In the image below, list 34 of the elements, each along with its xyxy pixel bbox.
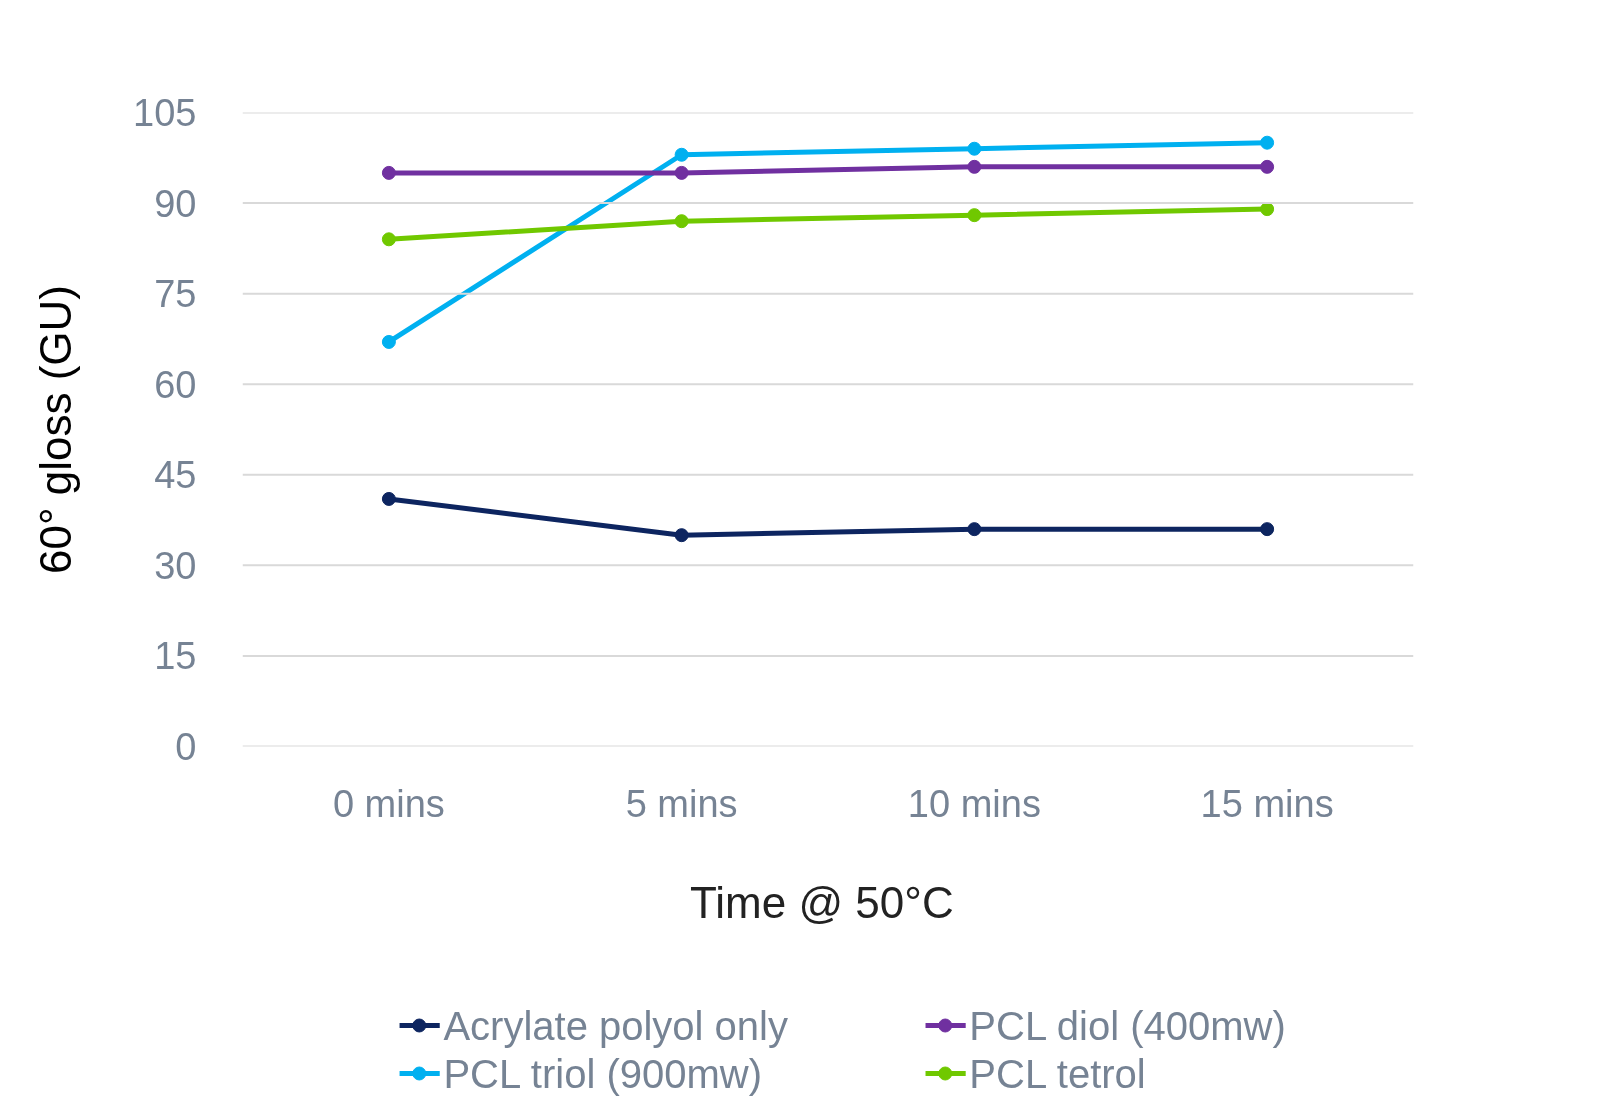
point xyxy=(381,334,396,349)
point xyxy=(967,208,982,223)
point xyxy=(674,165,689,180)
point xyxy=(381,232,396,247)
y-tick-label: 90 xyxy=(154,182,197,225)
y-tick-label: 15 xyxy=(154,635,197,678)
point xyxy=(1260,159,1275,174)
y-tick-label: 45 xyxy=(154,454,197,497)
y-axis-title: 60° gloss (GU) xyxy=(31,284,81,574)
y-tick-label: 105 xyxy=(133,92,197,134)
point xyxy=(674,214,689,229)
legend-label: PCL tetrol xyxy=(969,1051,1146,1096)
x-axis-title: Time @ 50°C xyxy=(690,877,954,927)
y-tick-label: 60 xyxy=(154,363,197,406)
legend-label: Acrylate polyol only xyxy=(443,1003,788,1048)
point xyxy=(381,491,396,506)
point xyxy=(967,141,982,156)
point xyxy=(967,159,982,174)
point xyxy=(674,528,689,543)
point xyxy=(674,147,689,162)
x-tick-label: 10 mins xyxy=(907,782,1041,825)
legend-label: PCL diol (400mw) xyxy=(969,1003,1286,1048)
point xyxy=(967,522,982,537)
y-tick-label: 75 xyxy=(154,273,197,316)
point xyxy=(381,165,396,180)
x-tick-label: 0 mins xyxy=(332,782,445,825)
point xyxy=(1260,135,1275,150)
point xyxy=(1260,522,1275,537)
y-tick-label: 30 xyxy=(154,544,197,587)
legend-label: PCL triol (900mw) xyxy=(443,1051,762,1096)
point xyxy=(1260,202,1275,217)
x-tick-label: 15 mins xyxy=(1200,782,1334,825)
y-tick-label: 0 xyxy=(175,726,197,768)
x-tick-label: 5 mins xyxy=(625,782,738,825)
